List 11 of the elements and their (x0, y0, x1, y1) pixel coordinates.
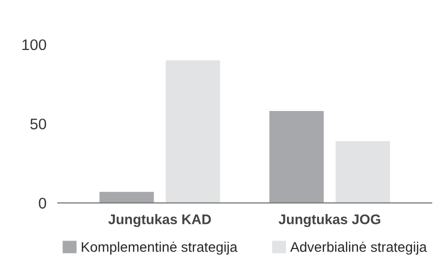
bar (99, 192, 154, 203)
bar (269, 111, 324, 203)
legend-label: Komplementinė strategija (82, 242, 238, 255)
y-tick-label: 100 (22, 39, 46, 50)
legend-label: Adverbialinė strategija (290, 242, 427, 255)
y-tick-label: 0 (38, 198, 46, 209)
y-tick-label: 50 (30, 118, 46, 130)
x-tick-label: Jungtukas KAD (108, 214, 211, 228)
bar (166, 60, 220, 203)
x-tick-label: Jungtukas JOG (278, 214, 380, 228)
bar (336, 141, 390, 203)
